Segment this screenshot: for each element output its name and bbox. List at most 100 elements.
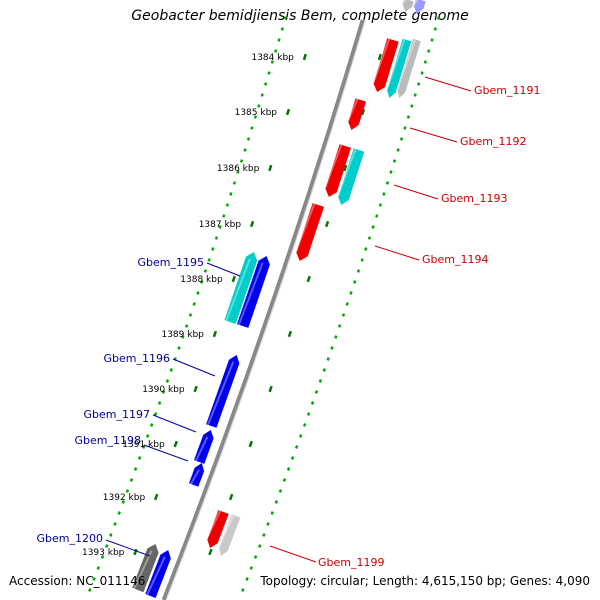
gene-label-gbem-1193[interactable]: Gbem_1193 [441,192,507,205]
gene-labels-layer: Gbem_1191 Gbem_1192 Gbem_1193 Gbem_1194 Gbem… [37,76,540,569]
tick-label: 1384 kbp [251,53,294,63]
dotted-tick-mark [117,511,121,515]
dotted-tick-mark [192,302,196,306]
dotted-tick-mark [253,115,258,119]
gray-feature [402,0,414,12]
dotted-tick-mark [141,445,146,449]
dotted-tick-mark [200,280,204,284]
gene-feature-partial [413,0,426,14]
cyan-feature [338,148,365,205]
gene-feature-gbem-1193 [325,144,351,197]
dotted-tick-mark [378,203,382,207]
dotted-tick-mark [246,137,251,141]
dotted-tick-mark [185,324,189,328]
dotted-tick-mark [274,500,278,504]
gene-feature-gbem-1196 [206,355,240,428]
dotted-tick-mark [236,170,240,174]
gene-label-gbem-1195[interactable]: Gbem_1195 [138,256,204,269]
gene-feature-gbem-1195 [237,256,270,328]
gene-label-leader-line [409,127,458,143]
gene-feature-gbem-1200 [145,550,171,598]
dotted-tick-mark [430,38,434,42]
dotted-tick-mark [283,16,288,20]
dotted-tick-mark [375,214,379,218]
dotted-tick-mark [133,467,138,471]
gene-label-gbem-1196[interactable]: Gbem_1196 [104,352,170,365]
gene-feature-gbem-1195-highlight [237,262,264,326]
dotted-tick-mark [433,27,437,31]
dotted-tick-mark [396,148,400,152]
cyan-feature [387,38,412,98]
gene-label-gbem-1197[interactable]: Gbem_1197 [84,408,150,421]
dotted-tick-mark [427,49,431,53]
accession-text: Accession: NC_011146 [9,574,146,588]
dotted-tick-mark [371,225,375,229]
major-tick-mark [306,275,311,283]
dotted-tick-mark [249,566,253,570]
gray-feature-highlight [133,550,153,590]
dotted-tick-mark [270,60,274,64]
cyan-feature-highlight [337,148,357,197]
genome-backbone-highlight [165,19,366,600]
dotted-tick-mark [360,258,364,262]
major-tick-mark [287,330,293,338]
dotted-tick-mark [165,379,170,383]
dotted-tick-mark [338,324,342,328]
dotted-tick-mark [334,335,338,339]
gene-label-leader-line [393,184,439,200]
gray-feature [219,514,241,556]
gene-label-leader-line [269,545,317,563]
dotted-tick-mark [356,269,361,273]
gene-label-gbem-1198[interactable]: Gbem_1198 [75,434,141,447]
dotted-tick-mark [270,511,274,515]
dotted-tick-mark [385,181,390,185]
dotted-tick-mark [286,467,291,471]
gene-label-gbem-1192[interactable]: Gbem_1192 [460,135,526,148]
dotted-tick-mark [392,159,397,163]
dotted-tick-mark [330,346,334,350]
dotted-tick-mark [349,291,353,295]
dotted-tick-mark [137,456,142,460]
gray-feature [397,38,421,98]
gene-feature-gbem-1192 [348,98,366,130]
gene-label-leader-line [143,444,189,462]
major-tick-mark [133,548,138,556]
dotted-tick-mark [88,588,92,592]
dotted-tick-mark [310,401,315,405]
major-tick-mark [360,108,366,116]
major-tick-mark [285,108,291,116]
dotted-tick-mark [177,346,181,350]
gray-feature-highlight [401,0,407,4]
dotted-tick-mark [264,82,268,86]
major-tick-mark [193,385,198,393]
major-tick-mark [377,53,382,61]
gene-feature-gbem-1200-highlight [146,556,166,596]
dotted-tick-mark [153,412,158,416]
major-tick-mark [208,548,213,556]
tick-label: 1385 kbp [235,108,278,118]
gene-label-gbem-1199[interactable]: Gbem_1199 [318,556,384,569]
dotted-tick-mark [113,522,117,526]
cyan-feature-highlight [385,38,406,90]
gene-label-gbem-1191[interactable]: Gbem_1191 [474,84,540,97]
dotted-tick-mark [410,104,414,108]
gene-label-gbem-1200[interactable]: Gbem_1200 [37,532,103,545]
cyan-feature [224,252,258,324]
dotted-tick-mark [294,445,299,449]
dotted-tick-mark [406,115,411,119]
backbone-layer [161,19,366,600]
dotted-tick-mark [96,566,100,570]
dotted-tick-mark [367,236,372,240]
gene-feature-gbem-1199-highlight [205,510,222,540]
dotted-tick-mark [436,16,441,20]
gene-label-gbem-1194[interactable]: Gbem_1194 [422,253,488,266]
dotted-tick-mark [353,280,357,284]
tick-layer: 1384 kbp 1385 kbp 1386 kbp 1387 kbp 1388 kbp… [82,16,441,592]
tick-label: 1389 kbp [161,330,204,340]
dotted-tick-mark [290,456,295,460]
dotted-tick-mark [129,478,134,482]
gene-feature-gbem-1198-highlight [189,469,200,485]
dotted-tick-mark [196,291,200,295]
dotted-tick-mark [306,412,311,416]
cyan-feature-highlight [225,258,251,322]
